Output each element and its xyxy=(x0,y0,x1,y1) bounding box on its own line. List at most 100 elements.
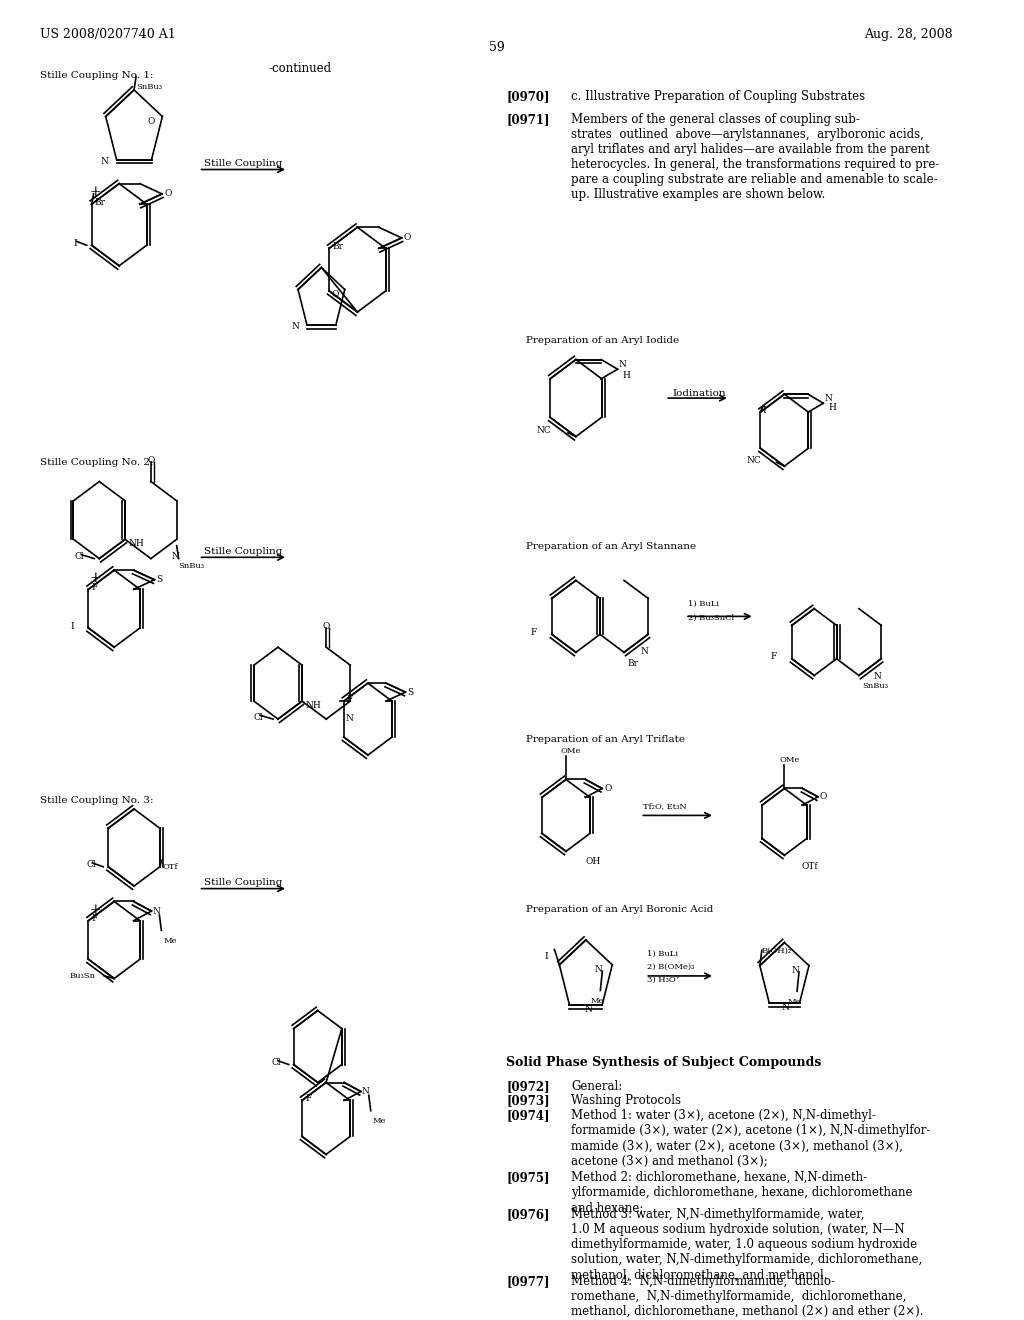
Text: Me: Me xyxy=(164,937,177,945)
Text: Aug. 28, 2008: Aug. 28, 2008 xyxy=(864,28,953,41)
Text: N: N xyxy=(640,647,648,656)
Text: [0970]: [0970] xyxy=(507,90,550,103)
Text: Stille Coupling: Stille Coupling xyxy=(204,878,282,887)
Text: [0976]: [0976] xyxy=(507,1208,550,1221)
Text: I: I xyxy=(71,622,74,631)
Text: SnBu₃: SnBu₃ xyxy=(178,562,205,570)
Text: SnBu₃: SnBu₃ xyxy=(862,682,888,690)
Text: NH: NH xyxy=(305,701,321,710)
Text: Stille Coupling No. 3:: Stille Coupling No. 3: xyxy=(40,796,154,805)
Text: [0972]: [0972] xyxy=(507,1080,550,1093)
Text: S: S xyxy=(408,688,414,697)
Text: F: F xyxy=(305,1094,311,1104)
Text: Method 4:  N,N-dimethylformamide,  dichlo-
romethane,  N,N-dimethylformamide,  d: Method 4: N,N-dimethylformamide, dichlo-… xyxy=(571,1275,924,1319)
Text: O: O xyxy=(403,234,411,243)
Text: Stille Coupling: Stille Coupling xyxy=(204,546,282,556)
Text: Method 1: water (3×), acetone (2×), N,N-dimethyl-
formamide (3×), water (2×), ac: Method 1: water (3×), acetone (2×), N,N-… xyxy=(571,1110,930,1167)
Text: O: O xyxy=(147,455,155,465)
Text: O: O xyxy=(604,784,611,793)
Text: Method 3: water, N,N-dimethylformamide, water,
1.0 M aqueous sodium hydroxide so: Method 3: water, N,N-dimethylformamide, … xyxy=(571,1208,923,1282)
Text: NC: NC xyxy=(537,426,551,436)
Text: Br: Br xyxy=(627,659,638,668)
Text: Iodination: Iodination xyxy=(672,389,726,399)
Text: Cl: Cl xyxy=(86,861,96,870)
Text: NH: NH xyxy=(128,540,143,548)
Text: Bu₃Sn: Bu₃Sn xyxy=(70,972,95,979)
Text: Solid Phase Synthesis of Subject Compounds: Solid Phase Synthesis of Subject Compoun… xyxy=(507,1056,821,1069)
Text: I: I xyxy=(545,952,548,961)
Text: 1) BuLi: 1) BuLi xyxy=(647,950,678,958)
Text: OH: OH xyxy=(585,857,600,866)
Text: Br: Br xyxy=(94,198,105,207)
Text: +: + xyxy=(89,572,101,586)
Text: NC: NC xyxy=(746,455,762,465)
Text: N: N xyxy=(361,1086,370,1096)
Text: 2) B(OMe)₃: 2) B(OMe)₃ xyxy=(647,964,694,972)
Text: N: N xyxy=(153,907,161,916)
Text: H: H xyxy=(623,371,631,380)
Text: Washing Protocols: Washing Protocols xyxy=(571,1094,681,1107)
Text: +: + xyxy=(89,903,101,916)
Text: US 2008/0207740 A1: US 2008/0207740 A1 xyxy=(40,28,175,41)
Text: Stille Coupling No. 2:: Stille Coupling No. 2: xyxy=(40,458,154,467)
Text: [0977]: [0977] xyxy=(507,1275,550,1288)
Text: c. Illustrative Preparation of Coupling Substrates: c. Illustrative Preparation of Coupling … xyxy=(571,90,865,103)
Text: 1) BuLi: 1) BuLi xyxy=(688,599,719,607)
Text: F: F xyxy=(530,628,537,638)
Text: [0973]: [0973] xyxy=(507,1094,550,1107)
Text: OTf: OTf xyxy=(163,863,178,871)
Text: N: N xyxy=(781,1003,790,1012)
Text: [0974]: [0974] xyxy=(507,1110,550,1122)
Text: Preparation of an Aryl Stannane: Preparation of an Aryl Stannane xyxy=(526,543,696,550)
Text: O: O xyxy=(323,622,330,631)
Text: H: H xyxy=(828,403,837,412)
Text: Preparation of an Aryl Boronic Acid: Preparation of an Aryl Boronic Acid xyxy=(526,906,714,915)
Text: N: N xyxy=(792,966,799,974)
Text: S: S xyxy=(157,576,163,585)
Text: N: N xyxy=(618,360,627,370)
Text: B(OH)₂: B(OH)₂ xyxy=(762,946,792,954)
Text: I: I xyxy=(74,239,78,248)
Text: Me: Me xyxy=(373,1117,386,1125)
Text: [0971]: [0971] xyxy=(507,114,550,125)
Text: N: N xyxy=(595,965,602,974)
Text: N: N xyxy=(824,395,833,403)
Text: N: N xyxy=(585,1005,592,1014)
Text: +: + xyxy=(89,185,101,199)
Text: F: F xyxy=(91,915,97,923)
Text: 59: 59 xyxy=(488,41,505,54)
Text: N: N xyxy=(873,672,882,681)
Text: F: F xyxy=(770,652,776,661)
Text: Stille Coupling: Stille Coupling xyxy=(204,160,282,168)
Text: Method 2: dichloromethane, hexane, N,N-dimeth-
ylformamide, dichloromethane, hex: Method 2: dichloromethane, hexane, N,N-d… xyxy=(571,1171,912,1214)
Text: O: O xyxy=(147,116,155,125)
Text: O: O xyxy=(820,792,827,801)
Text: Tf₂O, Et₃N: Tf₂O, Et₃N xyxy=(643,803,687,810)
Text: O: O xyxy=(164,189,171,198)
Text: Members of the general classes of coupling sub-
strates  outlined  above—arylsta: Members of the general classes of coupli… xyxy=(571,114,939,201)
Text: Me: Me xyxy=(591,997,604,1005)
Text: [0975]: [0975] xyxy=(507,1171,550,1184)
Text: Me: Me xyxy=(787,998,801,1006)
Text: Cl: Cl xyxy=(75,552,84,561)
Text: N: N xyxy=(100,157,109,166)
Text: N: N xyxy=(172,552,179,561)
Text: 3) H₃O⁺: 3) H₃O⁺ xyxy=(647,975,681,983)
Text: -continued: -continued xyxy=(268,62,331,75)
Text: Stille Coupling No. 1:: Stille Coupling No. 1: xyxy=(40,71,154,79)
Text: N: N xyxy=(291,322,299,331)
Text: O: O xyxy=(332,289,339,298)
Text: Preparation of an Aryl Triflate: Preparation of an Aryl Triflate xyxy=(526,734,685,743)
Text: F: F xyxy=(347,694,353,704)
Text: Preparation of an Aryl Iodide: Preparation of an Aryl Iodide xyxy=(526,337,679,346)
Text: Br: Br xyxy=(332,242,343,251)
Text: OTf: OTf xyxy=(802,862,818,871)
Text: OMe: OMe xyxy=(779,756,800,764)
Text: Cl: Cl xyxy=(271,1059,282,1067)
Text: F: F xyxy=(91,583,97,591)
Text: 2) Bu₃SnCl: 2) Bu₃SnCl xyxy=(688,614,734,622)
Text: OMe: OMe xyxy=(561,747,582,755)
Text: SnBu₃: SnBu₃ xyxy=(136,83,162,91)
Text: General:: General: xyxy=(571,1080,623,1093)
Text: Cl: Cl xyxy=(253,713,263,722)
